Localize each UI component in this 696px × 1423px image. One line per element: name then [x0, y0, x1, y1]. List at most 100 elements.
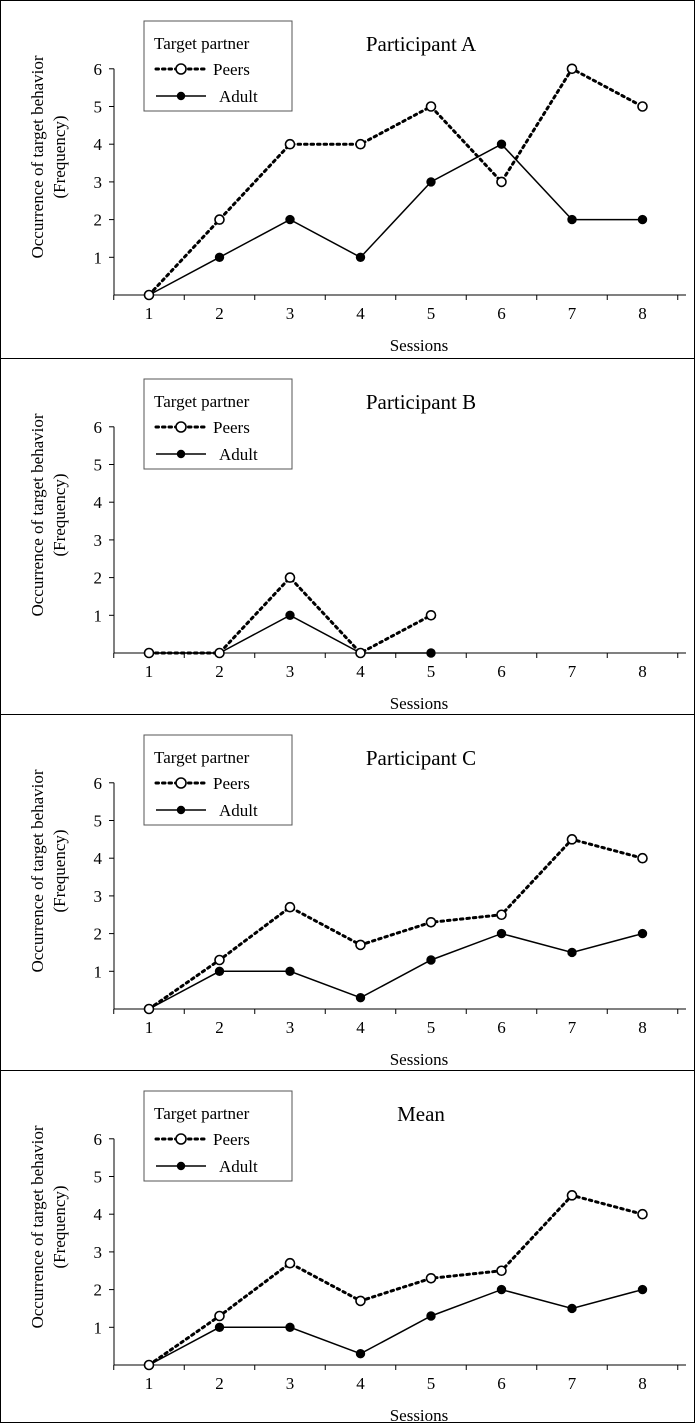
y-tick-label: 4 [94, 1205, 103, 1224]
y-axis-label: Occurrence of target behavior [28, 769, 47, 972]
x-tick-label: 3 [286, 1018, 295, 1037]
data-point-peers [214, 214, 225, 225]
y-axis-label-sub: (Frequency) [50, 1185, 69, 1268]
chart-mean: Occurrence of target behavior (Frequency)… [28, 1090, 686, 1422]
data-point-adult [637, 214, 648, 225]
y-tick-label: 1 [94, 962, 103, 981]
series-line-adult [148, 1288, 643, 1366]
data-point-adult [285, 1322, 295, 1332]
x-tick-label: 6 [497, 304, 506, 323]
legend-adult-marker [176, 91, 186, 101]
y-tick-label: 2 [94, 925, 103, 944]
x-tick-label: 4 [356, 1018, 365, 1037]
y-tick-label: 6 [94, 418, 103, 437]
legend-title: Target partner [154, 34, 250, 53]
data-point-adult [214, 252, 225, 262]
legend-peers-label: Peers [213, 774, 250, 793]
legend-adult-label: Adult [219, 445, 258, 464]
x-tick-label: 5 [427, 304, 436, 323]
x-tick-label: 7 [568, 1018, 577, 1037]
legend-adult-marker [176, 449, 186, 459]
chart-title: Participant C [366, 746, 476, 770]
legend-adult-marker [176, 805, 186, 815]
x-tick-label: 8 [638, 304, 647, 323]
data-point-adult [355, 1348, 366, 1359]
legend-peers-marker [175, 63, 187, 75]
legend-adult-label: Adult [219, 801, 258, 820]
data-point-peers [284, 138, 296, 150]
data-point-peers [566, 63, 578, 75]
legend-peers-label: Peers [213, 1130, 250, 1149]
data-point-adult [567, 947, 577, 958]
x-axis-label: Sessions [390, 1406, 449, 1422]
data-point-peers [214, 954, 225, 966]
y-tick-label: 4 [94, 493, 103, 512]
y-tick-label: 6 [94, 1130, 103, 1149]
data-point-adult [637, 928, 648, 939]
data-point-adult [285, 966, 295, 976]
legend-peers-marker [175, 777, 187, 789]
data-point-adult [496, 1284, 507, 1295]
legend-peers-label: Peers [213, 418, 250, 437]
series-line-adult [149, 614, 431, 654]
y-axis-label-sub: (Frequency) [50, 115, 69, 198]
x-tick-label: 5 [427, 662, 436, 681]
x-tick-label: 7 [568, 1374, 577, 1393]
y-tick-label: 5 [94, 1168, 103, 1187]
chart-panel-participant-c: Occurrence of target behavior (Frequency)… [0, 714, 695, 1071]
x-axis-label: Sessions [390, 336, 449, 355]
x-tick-label: 2 [215, 662, 224, 681]
x-tick-label: 2 [215, 1374, 224, 1393]
data-point-adult [496, 139, 507, 149]
data-point-adult [426, 177, 436, 187]
data-point-peers [425, 101, 437, 112]
x-tick-label: 5 [427, 1374, 436, 1393]
y-tick-label: 3 [94, 1243, 103, 1262]
y-tick-label: 3 [94, 887, 103, 906]
chart-panel-participant-b: Occurrence of target behavior (Frequency)… [0, 358, 695, 715]
data-point-peers [355, 1295, 366, 1307]
chart-participant-c: Occurrence of target behavior (Frequency)… [28, 734, 686, 1069]
y-tick-label: 2 [94, 569, 103, 588]
data-point-peers [566, 834, 578, 845]
data-point-peers [143, 647, 155, 659]
data-point-peers [143, 1003, 155, 1015]
data-point-adult [214, 966, 225, 976]
x-axis-label: Sessions [390, 694, 449, 713]
data-point-adult [637, 1284, 648, 1295]
chart-title: Participant A [366, 32, 477, 56]
x-tick-label: 8 [638, 1018, 647, 1037]
y-axis-label-sub: (Frequency) [50, 829, 69, 912]
x-tick-label: 1 [145, 1018, 154, 1037]
x-axis-label: Sessions [390, 1050, 449, 1069]
x-tick-label: 3 [286, 1374, 295, 1393]
x-tick-label: 7 [568, 662, 577, 681]
data-point-peers [496, 909, 507, 921]
data-point-peers [637, 101, 648, 112]
series-line-peers [147, 575, 433, 655]
y-tick-label: 6 [94, 60, 103, 79]
y-tick-label: 5 [94, 456, 103, 475]
data-point-peers [214, 1310, 225, 1322]
y-axis-label: Occurrence of target behavior [28, 55, 47, 258]
data-point-peers [425, 609, 437, 621]
y-tick-label: 5 [94, 812, 103, 831]
legend-adult-label: Adult [219, 1157, 258, 1176]
x-tick-label: 3 [286, 304, 295, 323]
x-tick-label: 8 [638, 1374, 647, 1393]
data-point-peers [143, 1359, 155, 1371]
x-tick-label: 4 [356, 1374, 365, 1393]
chart-participant-a: Occurrence of target behavior (Frequency)… [28, 20, 686, 355]
data-point-peers [355, 939, 366, 951]
y-tick-label: 3 [94, 531, 103, 550]
data-point-peers [496, 176, 507, 188]
x-tick-label: 1 [145, 1374, 154, 1393]
legend-peers-marker [175, 1133, 187, 1145]
legend-title: Target partner [154, 1104, 250, 1123]
data-point-peers [425, 1272, 437, 1284]
data-point-peers [637, 852, 648, 864]
data-point-adult [355, 992, 366, 1003]
legend-title: Target partner [154, 748, 250, 767]
data-point-peers [143, 289, 155, 301]
